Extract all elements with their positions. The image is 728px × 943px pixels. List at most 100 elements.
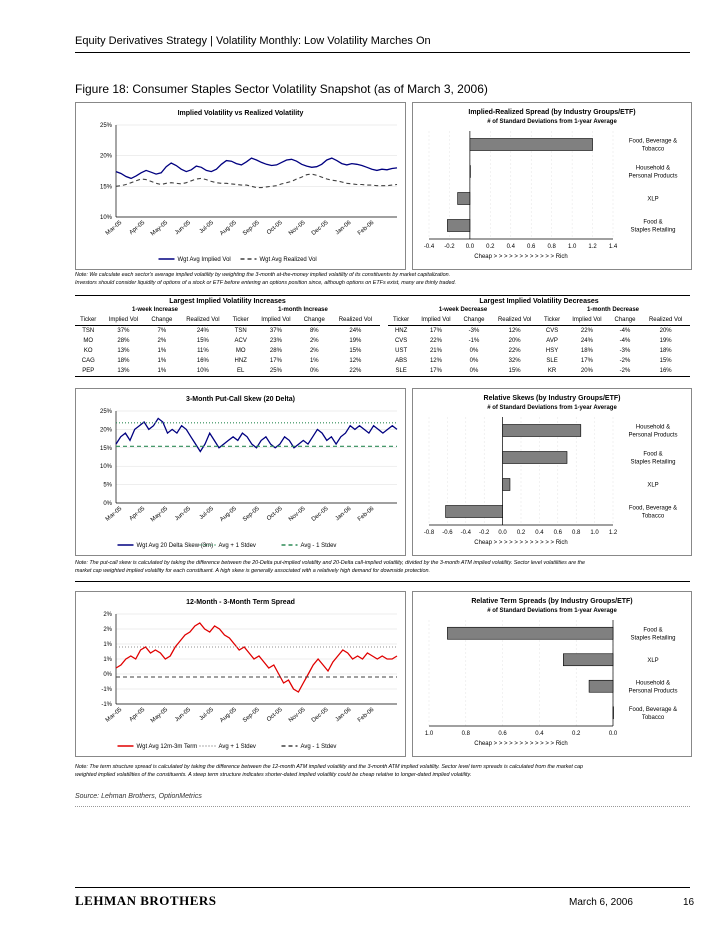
chart-skew: 3-Month Put-Call Skew (20 Delta) 0% 5% 10% 1… bbox=[100, 396, 398, 549]
x-tick-label: Feb-06 bbox=[357, 707, 376, 724]
company-logo: LEHMAN BROTHERS bbox=[75, 893, 217, 908]
category-label: Food & Staples Retailing bbox=[630, 220, 675, 234]
y-tick-label: 20% bbox=[100, 427, 113, 433]
chart-title: Implied Volatility vs Realized Volatilit… bbox=[178, 110, 304, 117]
category-label: Food, Beverage & Tobacco bbox=[629, 506, 677, 520]
table-cell: 15% bbox=[196, 338, 209, 344]
bar bbox=[445, 505, 503, 518]
table-cell: 22% bbox=[508, 348, 521, 354]
note-iv: Note: We calculate each sector's average… bbox=[75, 271, 690, 287]
table-cell: 24% bbox=[580, 338, 593, 344]
table-cell: -4% bbox=[619, 328, 631, 334]
category-label: XLP bbox=[647, 197, 658, 203]
table-cell: 20% bbox=[580, 368, 593, 374]
increases-table-wrap: Ticker Implied Vol Change Realized Vol Ticke… bbox=[75, 315, 380, 376]
x-tick-label: Sep-05 bbox=[242, 506, 261, 523]
x-tick-label: Dec-05 bbox=[311, 506, 330, 523]
table-cell: -2% bbox=[619, 358, 631, 364]
increases-group-1m: 1-month Increase bbox=[278, 307, 328, 313]
table-cell: 12% bbox=[349, 358, 362, 364]
table-cell: 17% bbox=[429, 328, 442, 334]
increases-title: Largest Implied Volatility Increases bbox=[169, 298, 286, 305]
column-header: Realized Vol bbox=[641, 315, 690, 326]
column-header: Realized Vol bbox=[330, 315, 380, 326]
x-axis-label: Cheap > > > > > > > > > > > > Rich bbox=[474, 254, 567, 260]
category-label: Household & Personal Products bbox=[628, 680, 677, 694]
chart-subtitle: # of Standard Deviations from 1-year Ave… bbox=[487, 608, 617, 614]
x-tick-label: Jan-06 bbox=[335, 707, 353, 724]
x-tick-label: 0.6 bbox=[498, 731, 507, 737]
x-tick-label: 0.8 bbox=[462, 731, 471, 737]
x-tick-label: Jun-05 bbox=[174, 506, 192, 523]
table-cell: -1% bbox=[468, 338, 480, 344]
category-label-line: Food & bbox=[643, 220, 662, 226]
table-row: CAG 18% 1% 16% HNZ 17% 1% 12% bbox=[75, 356, 380, 366]
x-tick-label: 1.0 bbox=[568, 244, 577, 250]
table-cell: MO bbox=[235, 348, 246, 354]
table-header-row: Ticker Implied Vol Change Realized Vol Ticke… bbox=[388, 315, 690, 326]
category-label-line: Food, Beverage & bbox=[629, 506, 677, 512]
y-tick-label: 15% bbox=[100, 446, 113, 452]
panel-relative-term: Relative Term Spreads (by Industry Group… bbox=[412, 591, 692, 757]
table-cell: 24% bbox=[196, 328, 209, 334]
chart-iv-vs-rv: Implied Volatility vs Realized Volatilit… bbox=[100, 110, 398, 263]
table-cell: MO bbox=[83, 338, 94, 344]
table-cell: 22% bbox=[580, 328, 593, 334]
legend-label: Avg - 1 Stdev bbox=[301, 543, 337, 549]
decreases-title: Largest Implied Volatility Decreases bbox=[479, 298, 599, 305]
table-cell: SLE bbox=[546, 358, 558, 364]
x-tick-label: 1.2 bbox=[588, 244, 597, 250]
x-tick-label: 0.8 bbox=[572, 530, 581, 536]
x-tick-label: Dec-05 bbox=[311, 220, 330, 237]
table-row: PEP 13% 1% 10% EL 25% 0% 22% bbox=[75, 366, 380, 376]
x-axis-label: Cheap > > > > > > > > > > > > Rich bbox=[474, 540, 567, 546]
x-tick-label: 1.4 bbox=[609, 244, 618, 250]
table-cell: 1% bbox=[157, 358, 167, 364]
legend-label: Avg - 1 Stdev bbox=[301, 744, 337, 750]
category-label: Food & Staples Retailing bbox=[630, 452, 675, 466]
table-cell: HNZ bbox=[394, 328, 408, 334]
table-cell: 12% bbox=[429, 358, 442, 364]
section2-rule bbox=[75, 581, 690, 582]
table-cell: CAG bbox=[81, 358, 95, 364]
x-tick-label: Oct-05 bbox=[266, 220, 284, 237]
category-label: Food, Beverage & Tobacco bbox=[629, 707, 677, 721]
table-cell: 23% bbox=[269, 338, 282, 344]
x-tick-label: Jul-05 bbox=[199, 707, 216, 723]
column-header: Realized Vol bbox=[178, 315, 228, 326]
x-tick-label: Nov-05 bbox=[288, 220, 307, 237]
bar bbox=[447, 626, 614, 640]
table-cell: 24% bbox=[349, 328, 362, 334]
x-tick-label: 0.6 bbox=[554, 530, 563, 536]
table-cell: 0% bbox=[469, 358, 479, 364]
x-tick-label: 1.2 bbox=[609, 530, 618, 536]
table-cell: ABS bbox=[395, 358, 408, 364]
category-label-line: XLP bbox=[647, 483, 658, 489]
table-cell: 17% bbox=[429, 368, 442, 374]
chart-iv-spread: Implied-Realized Spread (by Industry Gro… bbox=[424, 109, 678, 260]
x-tick-label: -0.6 bbox=[442, 530, 453, 536]
table-row: SLE 17% 0% 15% KR 20% -2% 16% bbox=[388, 366, 690, 376]
x-tick-label: Apr-05 bbox=[129, 707, 147, 724]
x-tick-label: Apr-05 bbox=[129, 220, 147, 237]
y-tick-label: 10% bbox=[100, 215, 113, 221]
table-cell: 25% bbox=[269, 368, 282, 374]
note-term-line1: Note: The term structure spread is calcu… bbox=[75, 764, 584, 770]
panel-skew: 3-Month Put-Call Skew (20 Delta) 0% 5% 10% 1… bbox=[75, 388, 406, 556]
table-row: KO 13% 1% 11% MO 28% 2% 15% bbox=[75, 346, 380, 356]
source-rule bbox=[75, 806, 690, 807]
x-tick-label: Aug-05 bbox=[219, 506, 238, 523]
table-cell: 21% bbox=[429, 348, 442, 354]
table-cell: 28% bbox=[117, 338, 130, 344]
x-tick-label: Jul-05 bbox=[199, 506, 216, 522]
x-tick-label: 0.0 bbox=[498, 530, 507, 536]
table-cell: UST bbox=[395, 348, 408, 354]
category-label: Food & Staples Retailing bbox=[630, 627, 675, 641]
note-term: Note: The term structure spread is calcu… bbox=[75, 763, 690, 779]
category-label: Household & Personal Products bbox=[628, 425, 677, 439]
category-label-line: Personal Products bbox=[628, 688, 677, 694]
table-cell: 22% bbox=[349, 368, 362, 374]
bar bbox=[469, 138, 593, 151]
table-cell: CVS bbox=[394, 338, 408, 344]
table-row: UST 21% 0% 22% HSY 18% -3% 18% bbox=[388, 346, 690, 356]
